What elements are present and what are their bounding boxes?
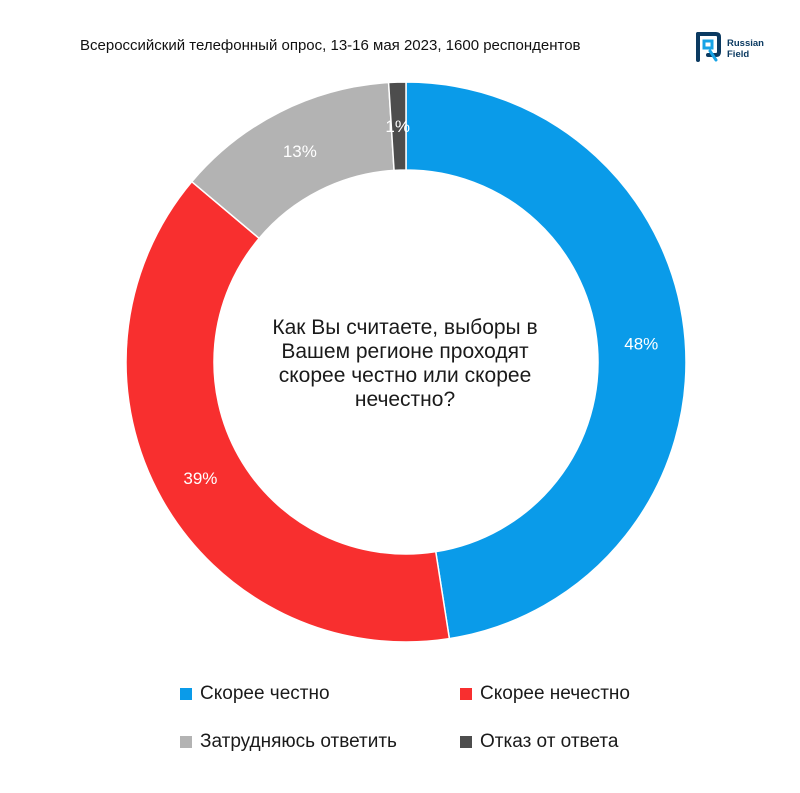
donut-chart: 48% 39% 13% 1% (125, 81, 687, 643)
legend-swatch-fair (180, 688, 192, 700)
legend-swatch-unfair (460, 688, 472, 700)
legend-item-refused: Отказ от ответа (460, 731, 618, 753)
donut-slice-refused (387, 81, 407, 172)
chart-legend: Скорее честно Скорее нечестно Затрудняюс… (180, 680, 700, 760)
legend-item-undecided: Затрудняюсь ответить (180, 731, 397, 753)
donut-label-refused: 1% (385, 117, 410, 136)
legend-label-fair: Скорее честно (200, 683, 330, 704)
logo-text-russian: Russian (727, 38, 764, 49)
legend-item-fair: Скорее честно (180, 683, 330, 705)
legend-item-unfair: Скорее нечестно (460, 683, 630, 705)
russian-field-logo: Russian Field (694, 31, 784, 67)
donut-label-fair: 48% (624, 335, 658, 354)
donut-slice-fair (405, 81, 687, 640)
legend-swatch-undecided (180, 736, 192, 748)
chart-subtitle: Всероссийский телефонный опрос, 13-16 ма… (80, 37, 581, 54)
donut-label-unfair: 39% (183, 469, 217, 488)
russian-field-logo-icon (696, 32, 721, 62)
legend-label-undecided: Затрудняюсь ответить (200, 731, 397, 752)
donut-center-question: Как Вы считаете, выборы в Вашем регионе … (272, 316, 538, 411)
logo-text-field: Field (727, 49, 750, 60)
legend-label-unfair: Скорее нечестно (480, 683, 630, 704)
legend-label-refused: Отказ от ответа (480, 731, 619, 752)
donut-slice-unfair (125, 180, 451, 643)
donut-label-undecided: 13% (283, 142, 317, 161)
legend-swatch-refused (460, 736, 472, 748)
